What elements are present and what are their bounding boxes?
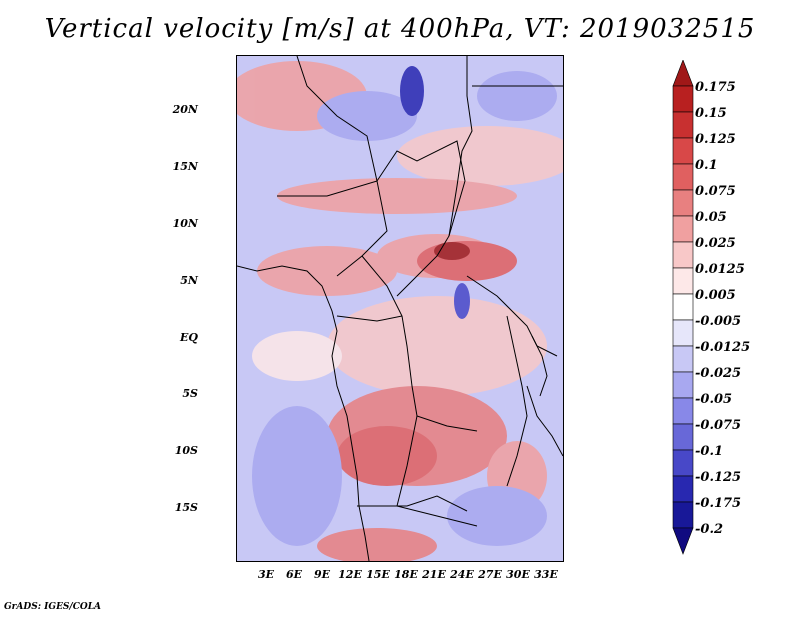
lat-tick-label: 15N (172, 160, 198, 173)
colorbar-segment (672, 501, 694, 529)
colorbar-label: 0.125 (695, 132, 736, 147)
lon-tick-label: 15E (366, 568, 390, 581)
colorbar-label: -0.0125 (695, 340, 751, 355)
colorbar-segment (672, 111, 694, 139)
colorbar-label: -0.005 (695, 314, 742, 329)
colorbar-label: -0.175 (695, 496, 742, 511)
colorbar-label: -0.025 (695, 366, 742, 381)
map-panel (236, 55, 564, 562)
colorbar-segment (672, 319, 694, 347)
colorbar-label: 0.15 (695, 106, 727, 121)
colorbar-segment (672, 189, 694, 217)
lon-tick-label: 12E (338, 568, 362, 581)
footer-credit: GrADS: IGES/COLA (4, 602, 102, 612)
lat-tick-label: 10S (174, 444, 198, 457)
colorbar-segment (672, 423, 694, 451)
lon-tick-label: 6E (285, 568, 303, 581)
colorbar-label: 0.005 (695, 288, 736, 303)
colorbar-label: 0.075 (695, 184, 736, 199)
colorbar-segment (672, 397, 694, 425)
colorbar-label: -0.05 (695, 392, 733, 407)
lon-tick-label: 30E (506, 568, 530, 581)
colorbar-label: 0.175 (695, 80, 736, 95)
lon-tick-label: 27E (478, 568, 502, 581)
lat-tick-label: 5N (180, 274, 198, 287)
lon-tick-label: 9E (313, 568, 331, 581)
lon-tick-label: 33E (534, 568, 558, 581)
lat-tick-label: 10N (172, 217, 198, 230)
colorbar-label: -0.1 (695, 444, 724, 459)
colorbar-label: 0.025 (695, 236, 736, 251)
colorbar-segment (672, 345, 694, 373)
colorbar-segment (672, 241, 694, 269)
colorbar-segment (672, 215, 694, 243)
colorbar-bottom-arrow (672, 527, 694, 555)
lat-tick-label: 20N (172, 103, 198, 116)
colorbar-segment (672, 267, 694, 295)
colorbar-segment (672, 449, 694, 477)
colorbar-segment (672, 137, 694, 165)
colorbar-label: 0.0125 (695, 262, 745, 277)
lon-tick-label: 18E (394, 568, 418, 581)
lat-tick-label: 5S (182, 387, 198, 400)
colorbar-label: 0.1 (695, 158, 718, 173)
colorbar (672, 60, 694, 555)
colorbar-label: -0.125 (695, 470, 742, 485)
map-title: Vertical velocity [m/s] at 400hPa, VT: 2… (44, 14, 756, 44)
colorbar-segment (672, 163, 694, 191)
velocity-field (237, 56, 563, 561)
colorbar-label: 0.05 (695, 210, 727, 225)
colorbar-label: -0.075 (695, 418, 742, 433)
colorbar-segment (672, 293, 694, 321)
lat-tick-label: EQ (180, 331, 198, 344)
lon-tick-label: 21E (422, 568, 446, 581)
colorbar-label: -0.2 (695, 522, 724, 537)
lon-tick-label: 3E (257, 568, 275, 581)
lon-tick-label: 24E (450, 568, 474, 581)
lat-tick-label: 15S (174, 501, 198, 514)
colorbar-segment (672, 475, 694, 503)
colorbar-segment (672, 85, 694, 113)
colorbar-segment (672, 371, 694, 399)
colorbar-top-arrow (672, 60, 694, 87)
